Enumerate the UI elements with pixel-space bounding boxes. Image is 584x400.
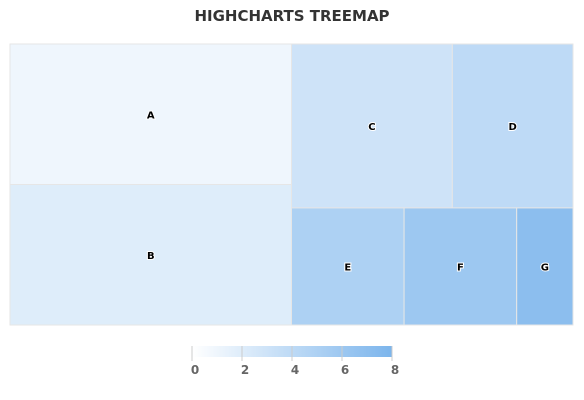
- treemap-cell-label: A: [147, 110, 155, 121]
- treemap-cell-rect[interactable]: [291, 207, 405, 326]
- color-axis-tick-label: 6: [341, 363, 349, 377]
- treemap-cell-label: G: [541, 262, 549, 273]
- color-axis-legend: 0 2 4 6 8: [191, 346, 399, 377]
- treemap-cells: A B C D E F G: [9, 43, 574, 326]
- color-axis-tick-label: 0: [191, 363, 199, 377]
- treemap-cell-rect[interactable]: [516, 207, 574, 326]
- treemap-cell-a[interactable]: A: [9, 43, 292, 185]
- treemap-cell-rect[interactable]: [451, 43, 574, 209]
- treemap-cell-f[interactable]: F: [403, 207, 518, 326]
- treemap-cell-label: F: [457, 262, 464, 273]
- treemap-cell-rect[interactable]: [403, 207, 518, 326]
- treemap-cell-label: C: [368, 122, 375, 133]
- treemap-cell-g[interactable]: G: [516, 207, 574, 326]
- color-axis-tick-label: 2: [241, 363, 249, 377]
- treemap-cell-d[interactable]: D: [451, 43, 574, 209]
- color-axis-tick-label: 4: [291, 363, 299, 377]
- treemap-cell-c[interactable]: C: [291, 43, 453, 209]
- chart-title: HIGHCHARTS TREEMAP: [194, 7, 390, 25]
- treemap-cell-b[interactable]: B: [9, 184, 292, 326]
- color-axis-tick-label: 8: [391, 363, 399, 377]
- treemap-cell-e[interactable]: E: [291, 207, 405, 326]
- treemap-cell-label: E: [344, 262, 351, 273]
- treemap-cell-label: B: [147, 251, 155, 262]
- treemap-cell-label: D: [509, 122, 517, 133]
- treemap-cell-rect[interactable]: [9, 184, 292, 326]
